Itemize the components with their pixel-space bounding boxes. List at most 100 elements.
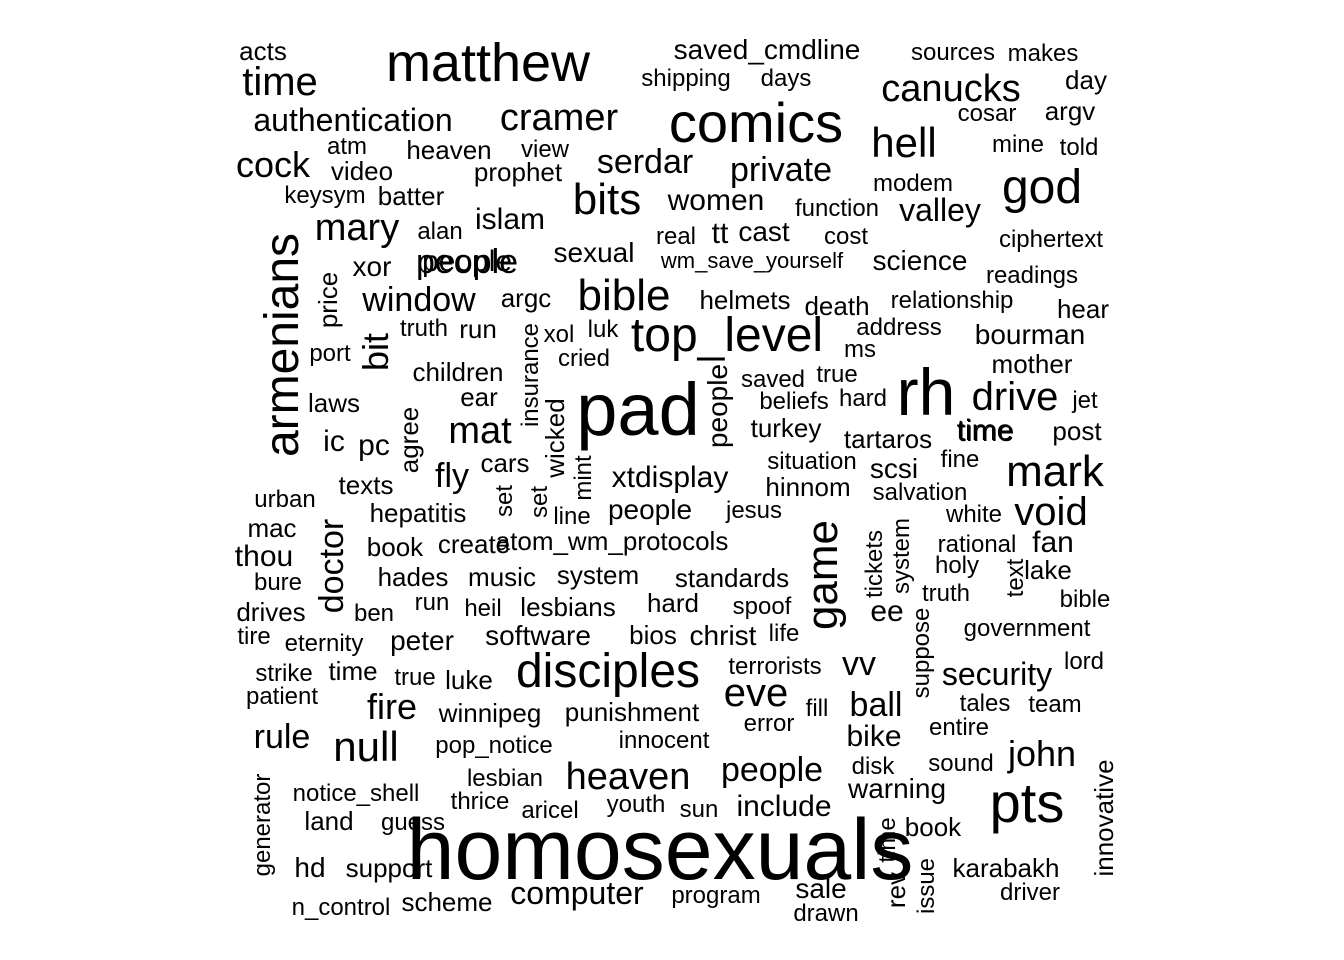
word-innovative: innovative: [1089, 759, 1119, 877]
word-heaven: heaven: [565, 756, 691, 798]
word-people: people: [415, 243, 519, 281]
word-saved: saved: [740, 366, 806, 393]
word-include: include: [736, 790, 832, 823]
word-atom-wm-protocols: atom_wm_protocols: [495, 526, 729, 556]
word-cried: cried: [557, 345, 611, 372]
word-music: music: [468, 562, 536, 592]
word-mother: mother: [991, 349, 1073, 379]
word-lesbian: lesbian: [466, 765, 544, 792]
word-suppose: suppose: [908, 607, 935, 699]
word-authentication: authentication: [253, 102, 453, 138]
word-time: time: [874, 817, 901, 863]
word-lord: lord: [1063, 648, 1105, 675]
word-hd: hd: [294, 852, 326, 883]
word-vv: vv: [842, 645, 876, 683]
word-children: children: [412, 357, 504, 387]
word-time: time: [242, 60, 318, 104]
word-create: create: [437, 529, 511, 559]
word-pad: pad: [576, 368, 700, 451]
word-matthew: matthew: [385, 33, 591, 93]
word-luke: luke: [445, 665, 493, 695]
word-truth: truth: [399, 315, 449, 342]
word-land: land: [304, 806, 354, 836]
word-ee: ee: [870, 595, 904, 628]
word-bourman: bourman: [974, 319, 1086, 350]
word-heaven: heaven: [406, 135, 492, 165]
word-tt: tt: [711, 217, 729, 250]
word-rev: rev: [881, 871, 911, 909]
word-shipping: shipping: [641, 65, 731, 92]
word-cost: cost: [823, 223, 869, 250]
word-comics: comics: [668, 91, 844, 154]
word-lake: lake: [1024, 555, 1072, 585]
word-cast: cast: [738, 216, 790, 247]
word-issue: issue: [913, 857, 940, 915]
word-youth: youth: [606, 791, 666, 818]
word-book: book: [904, 812, 962, 842]
word-valley: valley: [899, 192, 981, 228]
word-wicked: wicked: [540, 398, 570, 478]
word-doctor: doctor: [313, 518, 351, 614]
word-people: people: [421, 245, 513, 278]
word-scheme: scheme: [401, 887, 493, 917]
word-atm: atm: [326, 133, 368, 160]
word-disk: disk: [851, 753, 895, 780]
word-xtdisplay: xtdisplay: [611, 461, 729, 494]
word-saved-cmdline: saved_cmdline: [673, 34, 861, 65]
word-drawn: drawn: [793, 900, 859, 927]
word-true: true: [394, 664, 436, 691]
word-punishment: punishment: [564, 697, 700, 727]
word-run: run: [414, 589, 450, 616]
word-bure: bure: [253, 569, 303, 596]
word-rule: rule: [253, 718, 311, 756]
word-makes: makes: [1007, 40, 1079, 67]
word-science: science: [872, 245, 968, 276]
word-system: system: [888, 517, 915, 595]
word-cars: cars: [480, 448, 530, 478]
word-agree: agree: [394, 406, 424, 474]
word-time: time: [957, 415, 1015, 448]
word-pop-notice: pop_notice: [435, 732, 553, 759]
word-game: game: [798, 519, 847, 631]
word-told: told: [1059, 134, 1099, 161]
word-innocent: innocent: [618, 727, 710, 754]
word-tales: tales: [959, 690, 1011, 717]
word-ic: ic: [323, 425, 345, 458]
word-post: post: [1052, 416, 1102, 446]
word-cosar: cosar: [957, 100, 1017, 127]
word-error: error: [743, 710, 795, 737]
word-john: john: [1007, 733, 1077, 774]
word-god: god: [1001, 161, 1083, 214]
word-set: set: [526, 485, 553, 519]
word-keysym: keysym: [284, 182, 366, 209]
word-bios: bios: [629, 620, 677, 650]
word-null: null: [333, 723, 399, 770]
word-ciphertext: ciphertext: [998, 226, 1104, 253]
word-mat: mat: [448, 410, 512, 452]
word-readings: readings: [985, 262, 1079, 289]
word-sources: sources: [910, 39, 996, 66]
word-people: people: [702, 363, 733, 449]
word-rational: rational: [937, 531, 1017, 558]
word-generator: generator: [249, 773, 276, 877]
word-video: video: [330, 156, 394, 186]
word-relationship: relationship: [890, 287, 1014, 314]
word-cock: cock: [235, 144, 311, 185]
word-acts: acts: [239, 36, 287, 66]
word-private: private: [729, 151, 833, 189]
word-prophet: prophet: [473, 157, 563, 187]
word-bike: bike: [846, 720, 902, 753]
word-aricel: aricel: [521, 797, 579, 824]
word-thou: thou: [234, 540, 294, 573]
word-jet: jet: [1072, 387, 1098, 414]
word-bit: bit: [355, 332, 396, 372]
word-ball: ball: [849, 686, 903, 724]
word-support: support: [345, 853, 433, 883]
word-ms: ms: [844, 336, 876, 363]
word-argc: argc: [500, 283, 552, 313]
word-alan: alan: [417, 218, 463, 245]
word-modem: modem: [872, 170, 954, 197]
word-death: death: [804, 291, 870, 321]
word-real: real: [655, 223, 697, 250]
